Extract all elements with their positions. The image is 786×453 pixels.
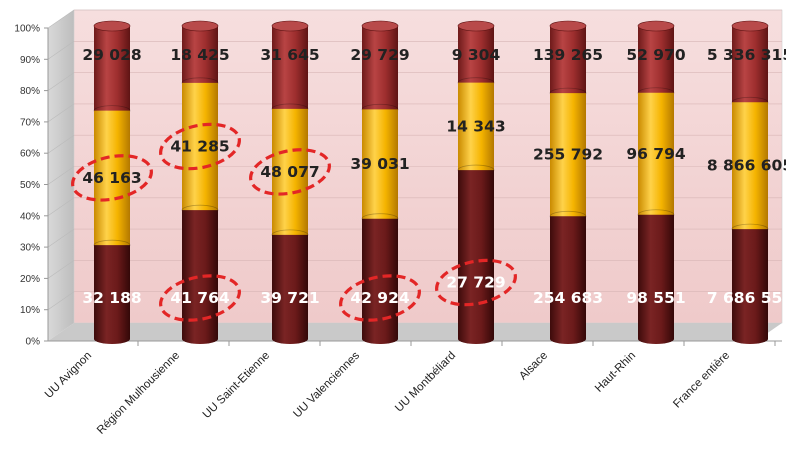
- bar-segment: [638, 214, 674, 344]
- y-tick-label: 50%: [20, 180, 40, 191]
- bar-segment: [550, 26, 586, 99]
- bar-top-cap: [457, 20, 495, 32]
- bar-segment: [458, 26, 494, 88]
- y-tick-label: 0%: [26, 337, 41, 348]
- data-label: 5 336 315: [707, 46, 786, 64]
- x-tick-label: Haut-Rhin: [593, 350, 638, 395]
- y-tick-label: 100%: [14, 24, 40, 35]
- data-label: 9 304: [452, 46, 501, 64]
- bar-segment: [182, 210, 218, 344]
- y-tick-label: 40%: [20, 211, 40, 222]
- bar-segment: [732, 26, 768, 108]
- data-label: 32 188: [82, 289, 141, 307]
- x-tick-label: France entière: [671, 350, 732, 411]
- bar-segment: [638, 92, 674, 220]
- data-label: 254 683: [533, 289, 603, 307]
- data-label: 52 970: [626, 46, 686, 64]
- bar-segment: [94, 245, 130, 344]
- data-label: 42 924: [350, 289, 410, 307]
- y-tick-label: 20%: [20, 274, 40, 285]
- data-label: 27 729: [446, 274, 505, 292]
- data-label: 98 551: [626, 289, 685, 307]
- gridline: [47, 134, 75, 154]
- bar-top-cap: [731, 20, 769, 32]
- x-axis: UU Avignon Région Mulhousienne UU Saint-Et…: [43, 341, 776, 437]
- data-label: 8 866 605: [707, 157, 786, 175]
- data-label: 41 764: [170, 289, 230, 307]
- highlight-ellipse: [435, 258, 517, 307]
- floor: [48, 323, 782, 341]
- bar-segment: [732, 102, 768, 235]
- y-axis: 0% 10% 20% 30% 40% 50% 60% 70% 80% 90% 100%: [14, 24, 48, 348]
- bar-segment: [94, 26, 130, 116]
- bar-segment: [732, 229, 768, 344]
- bar-segment: [638, 26, 674, 98]
- x-tick-label: UU Valenciennes: [291, 349, 362, 420]
- bar-segment: [94, 110, 130, 251]
- y-tick-label: 90%: [20, 55, 40, 66]
- gridline: [47, 9, 75, 29]
- gridline: [47, 228, 75, 248]
- gridline: [47, 103, 75, 123]
- bar-segment: [458, 170, 494, 344]
- highlight-ellipse: [339, 274, 421, 322]
- gridline: [47, 41, 75, 60]
- data-label: 48 077: [260, 163, 319, 181]
- x-tick-label: Région Mulhousienne: [95, 350, 182, 437]
- highlight-ellipse: [249, 148, 331, 196]
- gridline: [47, 197, 75, 217]
- data-label: 41 285: [170, 138, 229, 156]
- highlight-ellipses: [71, 122, 517, 322]
- gridline: [47, 166, 75, 185]
- bar-segment: [550, 216, 586, 344]
- data-label: 7 686 552: [707, 289, 786, 307]
- bar-top-cap: [271, 20, 309, 32]
- bar-segment: [272, 234, 308, 344]
- x-tick-label: Alsace: [517, 350, 550, 383]
- data-labels: 32 188 46 163 29 028 41 764 41 285 18 425 39 7…: [82, 46, 786, 307]
- bar-top-cap: [181, 20, 219, 32]
- data-label: 29 028: [82, 46, 141, 64]
- bar-top-cap: [637, 20, 675, 32]
- data-label: 139 265: [533, 46, 603, 64]
- data-label: 39 721: [260, 289, 319, 307]
- gridline: [47, 260, 75, 279]
- y-tick-label: 70%: [20, 117, 40, 128]
- x-tick-label: UU Avignon: [43, 350, 94, 401]
- bar-segment: [272, 26, 308, 114]
- data-label: 18 425: [170, 46, 229, 64]
- bars: [93, 20, 769, 344]
- data-label: 96 794: [626, 145, 686, 163]
- data-label: 255 792: [533, 146, 603, 164]
- data-label: 29 729: [350, 46, 409, 64]
- bar-segment: [182, 26, 218, 88]
- y-tick-label: 80%: [20, 86, 40, 97]
- bar-segment: [362, 109, 398, 224]
- y-tick-label: 60%: [20, 149, 40, 160]
- y-tick-label: 30%: [20, 243, 40, 254]
- data-label: 31 645: [260, 46, 319, 64]
- y-tick-label: 10%: [20, 305, 40, 316]
- bar-segment: [272, 108, 308, 240]
- data-label: 39 031: [350, 155, 409, 173]
- x-tick-label: UU Saint-Etienne: [201, 350, 272, 421]
- bar-segment: [458, 82, 494, 176]
- gridline: [47, 72, 75, 91]
- bar-top-cap: [93, 20, 131, 32]
- bar-top-cap: [549, 20, 587, 32]
- data-label: 14 343: [446, 117, 505, 135]
- highlight-ellipse: [159, 122, 241, 171]
- data-label: 46 163: [82, 169, 141, 187]
- bar-top-cap: [361, 20, 399, 32]
- bar-segment: [362, 218, 398, 344]
- bar-segment: [362, 26, 398, 115]
- gridline: [47, 291, 75, 310]
- x-tick-label: UU Montbéliard: [393, 350, 458, 415]
- bar-segment: [182, 82, 218, 216]
- highlight-ellipse: [159, 274, 241, 322]
- bar-segment: [550, 93, 586, 222]
- highlight-ellipse: [71, 154, 153, 202]
